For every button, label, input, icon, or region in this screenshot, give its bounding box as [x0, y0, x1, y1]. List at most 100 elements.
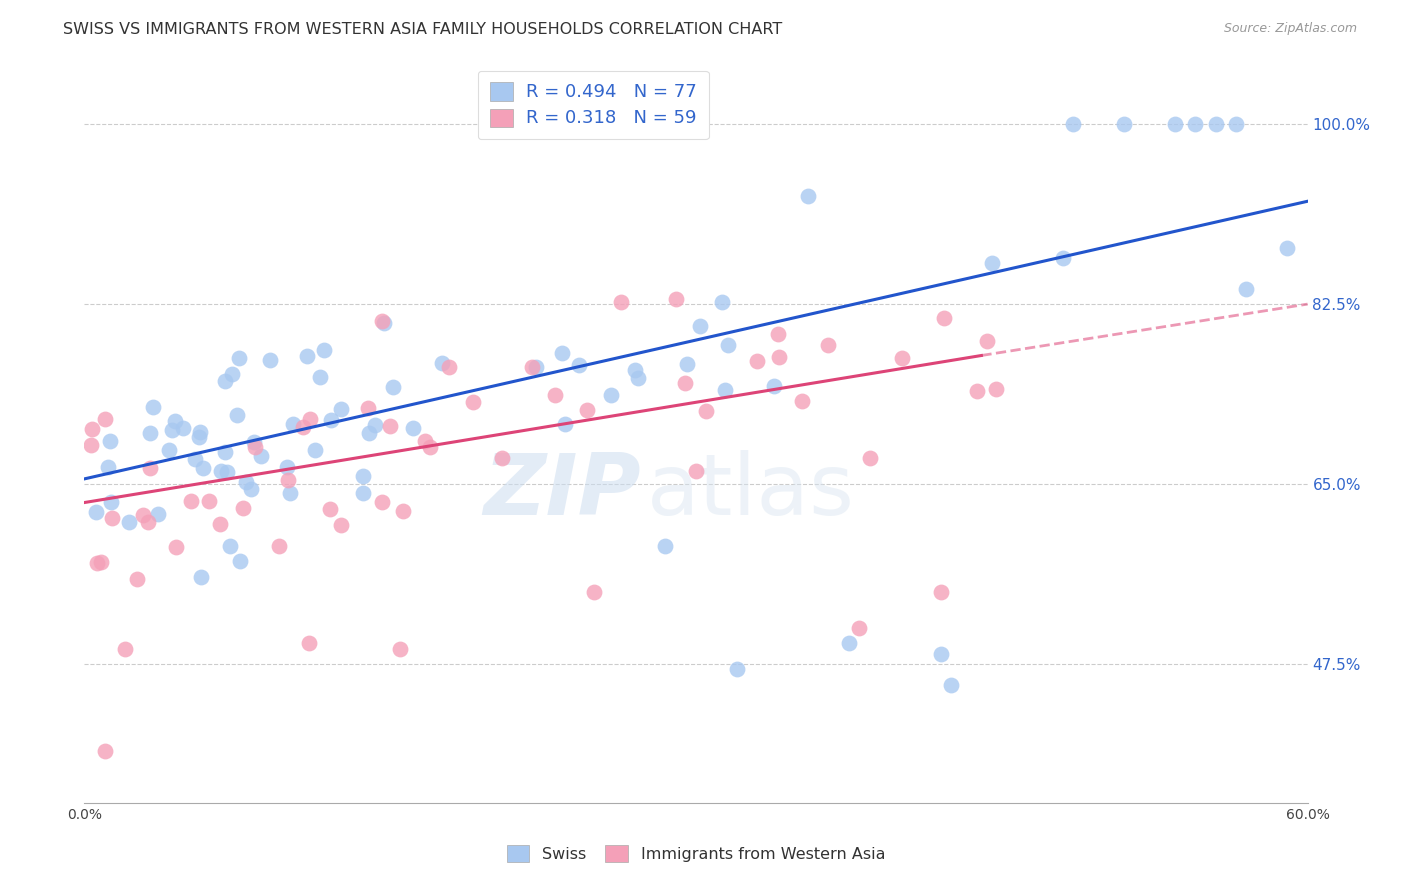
Point: [790, 393, 813, 408]
Point: [232, 501, 254, 516]
Point: [267, 539, 290, 553]
Point: [139, 425, 162, 440]
Point: [114, 641, 136, 656]
Point: [357, 401, 380, 416]
Point: [131, 508, 153, 522]
Text: Source: ZipAtlas.com: Source: ZipAtlas.com: [1223, 22, 1357, 36]
Point: [352, 468, 374, 483]
Point: [491, 451, 513, 466]
Point: [378, 418, 401, 433]
Point: [100, 510, 122, 524]
Point: [984, 383, 1007, 397]
Point: [215, 465, 238, 479]
Point: [100, 495, 122, 509]
Legend: Swiss, Immigrants from Western Asia: Swiss, Immigrants from Western Asia: [501, 838, 891, 869]
Point: [623, 363, 645, 377]
Point: [685, 464, 707, 478]
Point: [389, 641, 412, 656]
Point: [554, 417, 576, 432]
Point: [402, 421, 425, 435]
Point: [276, 460, 298, 475]
Point: [980, 256, 1002, 270]
Point: [319, 412, 342, 426]
Point: [188, 425, 211, 439]
Point: [583, 585, 606, 599]
Point: [665, 292, 688, 306]
Point: [90, 555, 112, 569]
Point: [160, 423, 183, 437]
Point: [689, 319, 711, 334]
Point: [165, 541, 187, 555]
Point: [976, 334, 998, 349]
Point: [859, 450, 882, 465]
Point: [359, 425, 381, 440]
Point: [330, 401, 353, 416]
Point: [190, 570, 212, 584]
Text: SWISS VS IMMIGRANTS FROM WESTERN ASIA FAMILY HOUSEHOLDS CORRELATION CHART: SWISS VS IMMIGRANTS FROM WESTERN ASIA FA…: [63, 22, 783, 37]
Point: [184, 452, 207, 467]
Point: [197, 494, 219, 508]
Point: [1062, 117, 1084, 131]
Point: [966, 384, 988, 399]
Point: [93, 744, 115, 758]
Point: [172, 421, 194, 435]
Point: [1184, 117, 1206, 131]
Point: [370, 313, 392, 327]
Point: [695, 404, 717, 418]
Point: [250, 449, 273, 463]
Point: [710, 295, 733, 310]
Point: [1114, 117, 1136, 131]
Point: [193, 461, 215, 475]
Point: [277, 473, 299, 487]
Point: [146, 508, 169, 522]
Point: [838, 636, 860, 650]
Point: [97, 459, 120, 474]
Point: [82, 422, 104, 436]
Point: [312, 343, 335, 357]
Point: [1236, 282, 1258, 296]
Point: [235, 475, 257, 489]
Point: [382, 379, 405, 393]
Point: [437, 360, 460, 375]
Point: [373, 316, 395, 330]
Text: atlas: atlas: [647, 450, 855, 533]
Point: [717, 338, 740, 352]
Point: [352, 485, 374, 500]
Point: [391, 504, 413, 518]
Point: [747, 353, 769, 368]
Point: [929, 585, 952, 599]
Point: [228, 554, 250, 568]
Point: [673, 376, 696, 390]
Point: [364, 417, 387, 432]
Point: [568, 358, 591, 372]
Point: [413, 434, 436, 448]
Point: [522, 359, 544, 374]
Point: [575, 402, 598, 417]
Point: [225, 409, 247, 423]
Point: [295, 349, 318, 363]
Point: [432, 356, 454, 370]
Point: [304, 443, 326, 458]
Point: [298, 412, 321, 426]
Point: [370, 495, 392, 509]
Point: [127, 572, 149, 586]
Point: [714, 383, 737, 397]
Point: [766, 327, 789, 342]
Point: [725, 662, 748, 676]
Point: [609, 294, 631, 309]
Point: [138, 461, 160, 475]
Point: [243, 435, 266, 450]
Point: [208, 516, 231, 531]
Point: [891, 351, 914, 365]
Point: [214, 374, 236, 388]
Point: [209, 464, 232, 478]
Point: [627, 371, 650, 385]
Point: [848, 621, 870, 635]
Point: [142, 400, 165, 414]
Point: [524, 360, 547, 375]
Point: [654, 539, 676, 553]
Point: [319, 502, 342, 516]
Point: [1205, 117, 1227, 131]
Point: [550, 346, 572, 360]
Point: [797, 189, 820, 203]
